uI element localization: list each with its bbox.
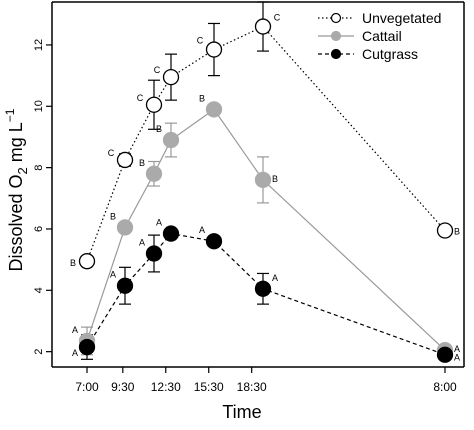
data-point bbox=[205, 101, 223, 118]
x-tick-label: 8:00 bbox=[433, 380, 457, 394]
data-point bbox=[145, 165, 163, 182]
significance-letter: C bbox=[137, 93, 144, 103]
data-point bbox=[205, 41, 223, 58]
x-tick-label: 7:00 bbox=[75, 380, 99, 394]
significance-letter: A bbox=[454, 353, 460, 363]
legend-marker bbox=[330, 12, 342, 24]
y-tick-label: 12 bbox=[33, 39, 45, 51]
significance-letter: A bbox=[156, 218, 162, 228]
data-point bbox=[116, 219, 134, 236]
y-axis-title: Dissolved O2 mg L−1 bbox=[3, 108, 30, 271]
significance-letter: C bbox=[108, 148, 115, 158]
legend-marker bbox=[330, 30, 342, 42]
series-lines bbox=[86, 25, 446, 356]
y-axis-title-main: Dissolved O bbox=[6, 174, 26, 271]
data-point bbox=[145, 245, 163, 262]
significance-letter: B bbox=[110, 211, 116, 221]
data-point bbox=[116, 151, 134, 169]
series-line bbox=[86, 108, 446, 351]
data-point bbox=[254, 280, 272, 297]
data-point bbox=[205, 233, 223, 250]
data-point bbox=[254, 18, 272, 35]
data-point bbox=[78, 253, 96, 270]
y-axis-title-subscript: 2 bbox=[15, 167, 30, 174]
y-tick-label: 6 bbox=[33, 226, 45, 232]
legend-label: Cattail bbox=[362, 28, 402, 44]
significance-letter: A bbox=[72, 348, 78, 358]
data-point bbox=[162, 225, 180, 242]
data-point bbox=[116, 277, 134, 294]
significance-letter: C bbox=[197, 36, 204, 46]
data-point bbox=[78, 338, 96, 356]
significance-letter: B bbox=[156, 124, 162, 134]
significance-letter: A bbox=[454, 344, 460, 354]
significance-letter: B bbox=[70, 258, 76, 268]
axes: 2 4 6 8 10 12 7:00 9:30 12:30 15:30 18:30 8:00 bbox=[33, 1, 465, 394]
significance-letter: B bbox=[139, 158, 145, 168]
significance-letter: B bbox=[199, 93, 205, 103]
y-axis-title-unit: mg L bbox=[6, 122, 26, 167]
x-tick-label: 9:30 bbox=[111, 380, 135, 394]
error-bars bbox=[81, 1, 269, 360]
significance-letter: B bbox=[454, 227, 460, 237]
data-point bbox=[162, 68, 180, 86]
y-tick-label: 4 bbox=[33, 287, 45, 293]
x-tick-label: 15:30 bbox=[194, 380, 224, 394]
y-tick-label: 8 bbox=[33, 165, 45, 171]
legend-marker bbox=[330, 48, 342, 60]
data-point bbox=[436, 222, 454, 239]
data-markers bbox=[78, 18, 454, 363]
significance-letter: A bbox=[72, 325, 78, 335]
legend: Unvegetated Cattail Cutgrass bbox=[318, 10, 441, 62]
legend-label: Unvegetated bbox=[362, 10, 441, 26]
significance-letter: A bbox=[272, 273, 278, 283]
data-point bbox=[145, 96, 163, 113]
significance-letter: A bbox=[199, 225, 205, 235]
data-point bbox=[436, 346, 454, 363]
x-tick-label: 12:30 bbox=[151, 380, 181, 394]
significance-letter: C bbox=[154, 65, 161, 75]
significance-letter: C bbox=[274, 13, 281, 23]
data-point bbox=[254, 171, 272, 189]
y-tick-label: 2 bbox=[33, 349, 45, 355]
significance-letter: A bbox=[110, 270, 116, 280]
y-axis-title-superscript: −1 bbox=[3, 108, 17, 122]
data-point bbox=[162, 131, 180, 149]
x-tick-label: 18:30 bbox=[237, 380, 267, 394]
legend-label: Cutgrass bbox=[362, 46, 418, 62]
y-tick-label: 10 bbox=[33, 100, 45, 112]
x-axis-title: Time bbox=[222, 402, 261, 422]
significance-letter: B bbox=[272, 174, 278, 184]
significance-letter: A bbox=[139, 238, 145, 248]
